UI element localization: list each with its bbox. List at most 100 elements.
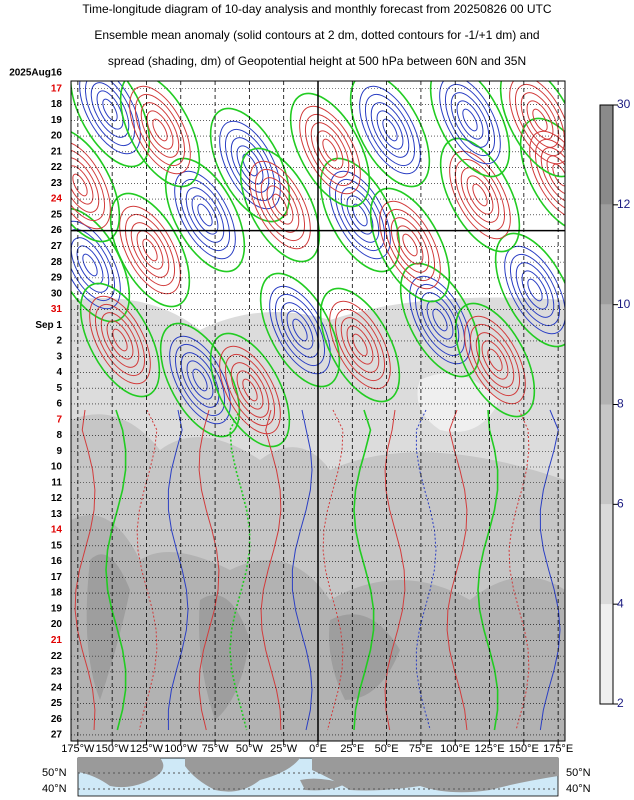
y-tick-label: 27 [51, 730, 63, 741]
contour [142, 238, 158, 262]
contour [359, 85, 421, 175]
y-tick-label: 26 [51, 225, 63, 236]
contour-zero [259, 272, 341, 388]
land [300, 778, 345, 791]
title-line: spread (shading, dm) of Geopotential hei… [108, 54, 526, 68]
contour [174, 343, 226, 417]
contour [152, 118, 168, 142]
contour [546, 155, 565, 195]
y-tick-label: 15 [51, 540, 63, 551]
contour [89, 295, 151, 385]
contour [299, 105, 361, 195]
map-label: 40°N [566, 783, 591, 795]
contour [185, 187, 225, 243]
contour [124, 213, 176, 287]
contour [82, 253, 98, 277]
contour [515, 262, 555, 318]
map-label: 50°N [566, 767, 591, 779]
y-tick-label: 3 [56, 351, 62, 362]
colorbar-label: 30 [617, 97, 631, 111]
y-tick-label: 24 [51, 682, 63, 693]
contour [464, 315, 526, 405]
colorbar-segment [600, 204, 613, 305]
contour [472, 183, 488, 207]
contour [456, 100, 484, 140]
map-label: 50°N [42, 767, 67, 779]
y-tick-label: 24 [51, 194, 63, 205]
y-tick-label: 23 [51, 667, 63, 678]
contour [84, 81, 136, 147]
contour [521, 270, 549, 310]
contour [146, 110, 174, 150]
colorbar-segment [600, 604, 613, 704]
contour-zero [499, 81, 565, 178]
contour-zero [209, 332, 291, 448]
colorbar-label: 2 [617, 696, 624, 710]
title-line: Ensemble mean anomaly (solid contours at… [94, 28, 539, 42]
y-tick-label: 20 [51, 619, 63, 630]
contour [119, 205, 181, 295]
contour [450, 92, 490, 148]
contour [526, 100, 554, 140]
contour [136, 230, 164, 270]
contour [266, 185, 294, 225]
contour-zero [71, 207, 131, 323]
contour-zero [71, 127, 121, 243]
y-tick-label: 26 [51, 714, 63, 725]
contour [475, 332, 515, 388]
contour [254, 168, 306, 242]
contour [346, 195, 374, 235]
y-tick-label: 30 [51, 288, 63, 299]
land [312, 758, 558, 793]
contour [286, 310, 314, 350]
x-tick-label: 50°E [375, 743, 399, 755]
contour [415, 409, 437, 731]
y-tick-label: 22 [51, 651, 63, 662]
contour [224, 353, 276, 427]
contour [439, 81, 501, 165]
contour [197, 203, 213, 227]
y-tick-label: 9 [56, 446, 62, 457]
contour [102, 98, 118, 122]
contour [304, 113, 356, 187]
contour [334, 308, 386, 382]
contour [71, 165, 94, 205]
contour [414, 283, 466, 357]
contour [291, 409, 313, 731]
land [185, 758, 300, 792]
x-tick-label: 25°W [270, 743, 298, 755]
colorbar-segment [600, 404, 613, 505]
contour [71, 148, 106, 222]
contour-zero [439, 137, 521, 253]
map-strip: 50°N 40°N 50°N 40°N [42, 757, 591, 797]
contour [140, 102, 180, 158]
contour [477, 409, 499, 731]
x-tick-label: 75°W [202, 743, 230, 755]
y-tick-label: 29 [51, 273, 63, 284]
y-tick-label: 28 [51, 257, 63, 268]
contour [192, 368, 208, 392]
colorbar-segment [600, 504, 613, 605]
map-label: 40°N [42, 783, 67, 795]
x-tick-label: 150°E [509, 743, 539, 755]
contour-zero [119, 81, 201, 188]
contour [534, 138, 565, 212]
contour [462, 108, 478, 132]
contour [520, 92, 560, 148]
contour [446, 409, 468, 731]
contour [230, 137, 270, 193]
spread-shading [329, 614, 400, 700]
colorbar-label: 8 [617, 397, 624, 411]
contour [532, 108, 548, 132]
y-tick-label: 16 [51, 556, 63, 567]
colorbar: 2 4 6 8 10 12 30 [599, 97, 631, 710]
contour [186, 360, 214, 400]
contour [134, 93, 186, 167]
x-tick-label: 100°W [164, 743, 198, 755]
spread-shading [86, 554, 130, 700]
y-tick-label: 2 [56, 336, 62, 347]
contour-zero [79, 282, 161, 398]
contour-zero [319, 287, 401, 403]
y-tick-label: 25 [51, 698, 63, 709]
